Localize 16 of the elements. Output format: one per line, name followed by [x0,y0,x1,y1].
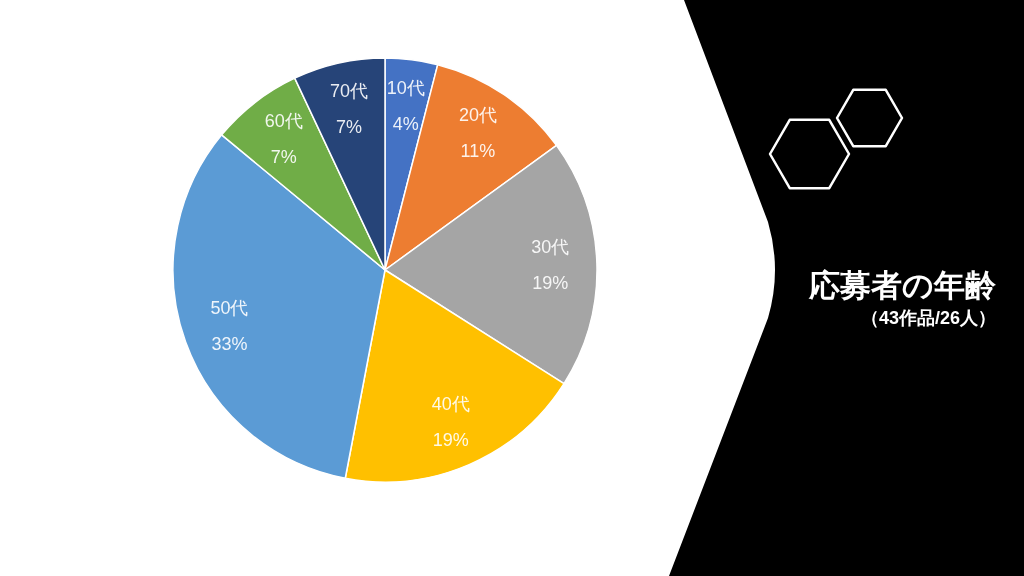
text: （43作品/26人） [860,308,996,328]
slice-label: 50代 [210,298,249,319]
slice-label: 70代 [329,80,368,101]
data-label: 7% [270,147,297,168]
data-label: 33% [211,334,248,355]
data-label: 11% [460,141,496,162]
data-label: 7% [335,116,362,137]
slice-label: 10代 [386,77,425,98]
slice-label: 20代 [458,105,497,126]
data-label: 19% [432,429,469,450]
data-label: 19% [532,272,569,293]
slice-label: 40代 [431,393,470,414]
slice-label: 30代 [531,236,570,257]
slice-label: 60代 [264,111,303,132]
text: 応募者の年齢 [808,268,996,303]
data-label: 4% [392,113,419,134]
